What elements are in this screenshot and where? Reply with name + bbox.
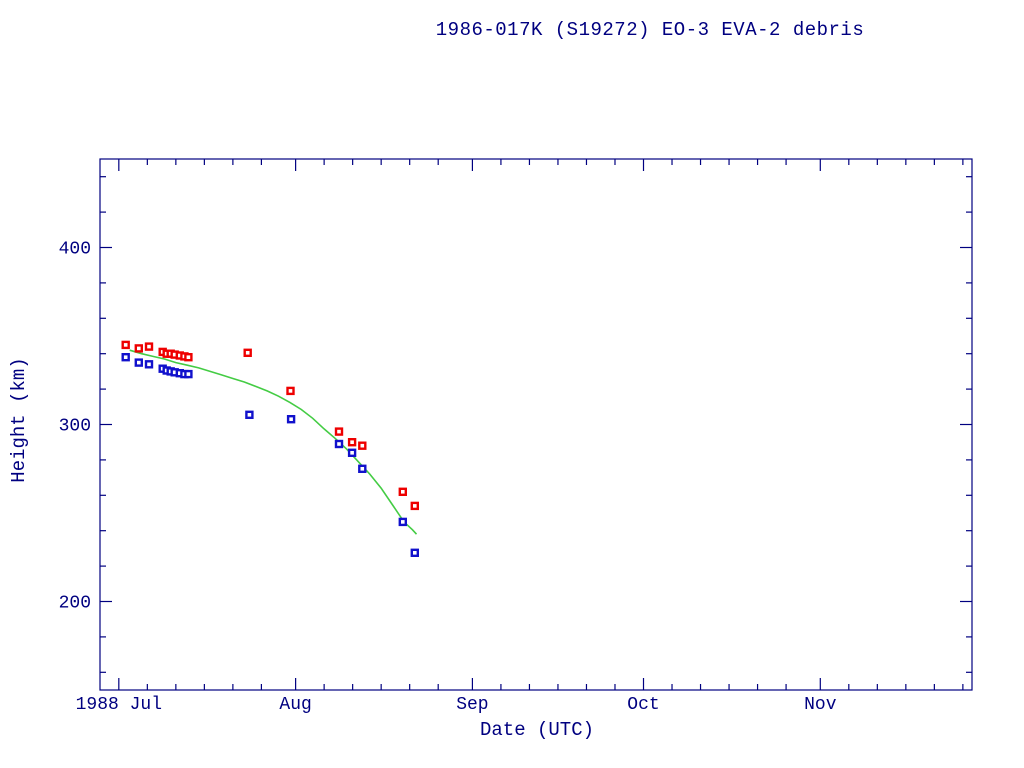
blue-squares-marker xyxy=(245,410,254,419)
blue-squares-marker xyxy=(121,353,130,362)
red-squares-marker xyxy=(398,487,407,496)
y-tick-label: 200 xyxy=(59,594,91,614)
red-squares-marker xyxy=(243,348,252,357)
blue-squares-marker xyxy=(184,369,193,379)
blue-squares-marker xyxy=(334,439,344,449)
chart-title: 1986-017K (S19272) EO-3 EVA-2 debris xyxy=(435,19,865,41)
blue-squares-marker xyxy=(347,448,357,457)
red-squares-marker xyxy=(121,340,130,350)
red-squares-marker xyxy=(134,344,144,353)
red-squares-marker xyxy=(358,441,367,450)
x-tick-label: 1988 Jul xyxy=(76,695,162,715)
y-tick-label: 300 xyxy=(59,417,91,437)
blue-squares-marker xyxy=(286,415,296,424)
plot-frame xyxy=(99,158,973,691)
red-squares-marker xyxy=(184,353,193,362)
x-tick-label: Sep xyxy=(456,695,488,715)
x-axis-label: Date (UTC) xyxy=(479,719,595,741)
y-axis-label: Height (km) xyxy=(8,357,30,483)
blue-squares-marker xyxy=(144,360,154,369)
red-squares-marker xyxy=(410,501,419,511)
blue-squares-marker xyxy=(358,464,367,473)
blue-squares-marker xyxy=(410,548,419,557)
red-squares-marker xyxy=(347,438,357,447)
blue-squares-marker xyxy=(398,517,407,527)
red-squares-marker xyxy=(334,427,344,436)
x-tick-label: Oct xyxy=(627,695,659,715)
green-curve xyxy=(129,349,418,535)
x-tick-label: Aug xyxy=(279,695,311,715)
x-tick-label: Nov xyxy=(804,695,837,715)
y-tick-label: 400 xyxy=(59,240,91,260)
red-squares-marker xyxy=(286,386,295,396)
red-squares-marker xyxy=(144,342,154,351)
blue-squares-marker xyxy=(134,358,144,367)
